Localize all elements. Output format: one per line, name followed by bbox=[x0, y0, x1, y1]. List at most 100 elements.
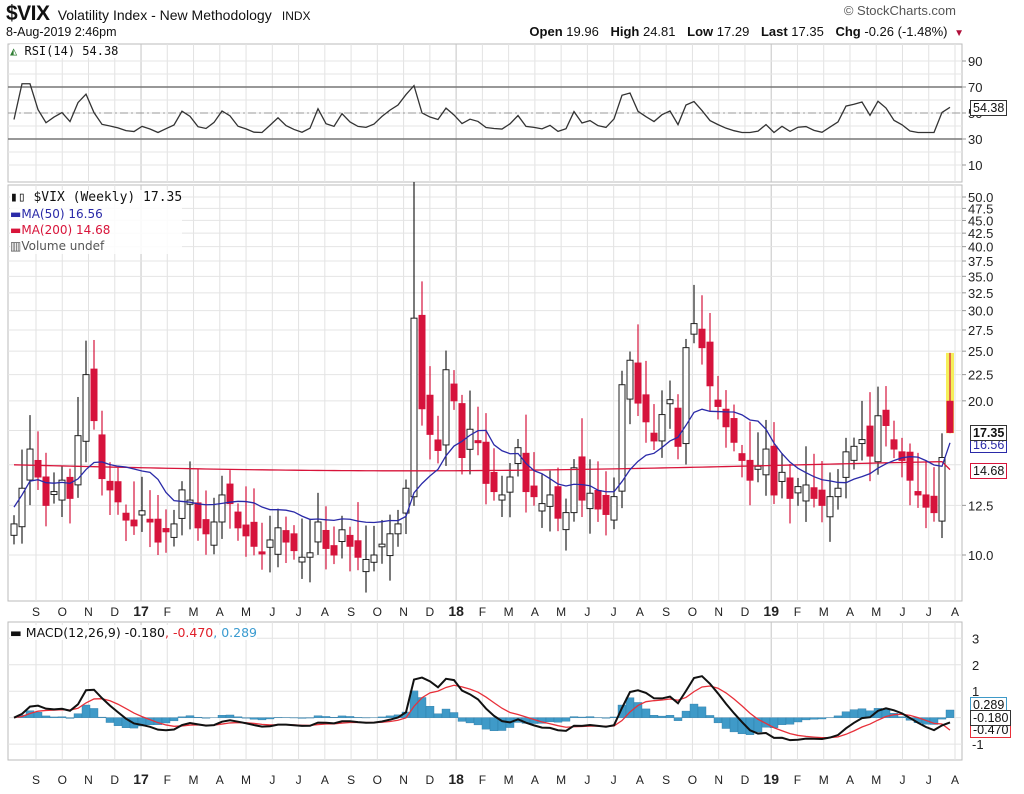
down-candle bbox=[914, 491, 922, 496]
low-value: 17.29 bbox=[716, 24, 750, 39]
up-candle bbox=[82, 374, 90, 442]
up-candle bbox=[754, 465, 762, 470]
x-axis-label-bottom: F bbox=[164, 773, 171, 787]
macd-histogram-bar bbox=[561, 717, 571, 722]
x-axis-label: J bbox=[899, 605, 905, 619]
x-axis-label-bottom: S bbox=[347, 773, 355, 787]
up-candle bbox=[546, 494, 554, 507]
macd-histogram-bar bbox=[233, 716, 243, 718]
x-axis-label: M bbox=[819, 605, 829, 619]
macd-histogram-bar bbox=[697, 706, 707, 718]
macd-histogram-bar bbox=[449, 712, 459, 718]
macd-histogram-bar bbox=[257, 717, 267, 721]
up-candle bbox=[370, 554, 378, 563]
macd-histogram-bar bbox=[433, 713, 443, 718]
down-candle bbox=[90, 368, 98, 422]
macd-histogram-bar bbox=[33, 711, 43, 718]
x-axis-label: N bbox=[714, 605, 723, 619]
macd-ytick: 2 bbox=[972, 658, 979, 673]
macd-histogram-bar bbox=[161, 717, 171, 724]
price-ytick: 20.0 bbox=[968, 394, 993, 409]
rsi-ytick: 30 bbox=[968, 132, 982, 147]
up-candle bbox=[802, 484, 810, 502]
price-ytick: 32.5 bbox=[968, 286, 993, 301]
macd-histogram-bar bbox=[169, 717, 179, 722]
down-candle bbox=[330, 545, 338, 556]
up-candle bbox=[506, 476, 514, 493]
macd-histogram-bar bbox=[713, 717, 723, 724]
up-candle bbox=[850, 445, 858, 461]
up-candle bbox=[538, 503, 546, 512]
x-axis-label-bottom: 19 bbox=[763, 771, 779, 787]
price-ytick: 27.5 bbox=[968, 323, 993, 338]
x-axis-label: O bbox=[58, 605, 67, 619]
down-candle bbox=[66, 476, 74, 499]
down-candle bbox=[642, 394, 650, 423]
macd-histogram-bar bbox=[337, 715, 347, 718]
price-ytick: 35.0 bbox=[968, 269, 993, 284]
up-candle bbox=[570, 467, 578, 514]
x-axis-label-bottom: J bbox=[899, 773, 905, 787]
down-candle bbox=[458, 403, 466, 459]
x-axis-label-bottom: F bbox=[794, 773, 801, 787]
macd-legend-name: MACD(12,26,9) bbox=[25, 625, 121, 640]
x-axis-label-bottom: M bbox=[241, 773, 251, 787]
up-candle bbox=[778, 471, 786, 482]
macd-histogram-bar bbox=[641, 708, 651, 718]
down-candle bbox=[346, 534, 354, 547]
x-axis-label: S bbox=[347, 605, 355, 619]
down-candle bbox=[530, 485, 538, 498]
ma50-swatch-icon: ▬ bbox=[10, 207, 22, 221]
x-axis-label-bottom: N bbox=[714, 773, 723, 787]
x-axis-label: A bbox=[531, 605, 539, 619]
high-value: 24.81 bbox=[642, 24, 676, 39]
down-candle bbox=[34, 459, 42, 478]
macd-histogram-bar bbox=[577, 716, 587, 718]
x-axis-label: F bbox=[164, 605, 171, 619]
x-axis-label-bottom: A bbox=[636, 773, 644, 787]
macd-histogram-bar bbox=[929, 717, 939, 725]
down-candle bbox=[810, 487, 818, 499]
down-candle bbox=[42, 476, 50, 506]
x-axis-label-bottom: A bbox=[531, 773, 539, 787]
up-candle bbox=[138, 510, 146, 516]
up-candle bbox=[394, 523, 402, 535]
macd-histogram-bar bbox=[57, 716, 67, 718]
x-axis-label: O bbox=[373, 605, 382, 619]
down-candle bbox=[906, 451, 914, 481]
up-candle bbox=[938, 457, 946, 522]
x-axis-label: M bbox=[556, 605, 566, 619]
down-candle bbox=[322, 529, 330, 549]
macd-histogram-bar bbox=[481, 717, 491, 730]
macd-histogram-bar bbox=[81, 704, 91, 718]
x-axis-label-bottom: M bbox=[556, 773, 566, 787]
macd-histogram-bar bbox=[809, 717, 819, 720]
up-candle bbox=[586, 492, 594, 510]
macd-histogram-bar bbox=[777, 717, 787, 725]
down-candle bbox=[242, 524, 250, 537]
macd-histogram-bar bbox=[897, 716, 907, 718]
low-label: Low bbox=[687, 24, 714, 39]
up-candle bbox=[58, 479, 66, 501]
macd-histogram-bar bbox=[569, 716, 579, 718]
x-axis-label: A bbox=[951, 605, 959, 619]
macd-histogram-bar bbox=[185, 715, 195, 718]
down-candle bbox=[706, 341, 714, 387]
macd-histogram-bar bbox=[785, 717, 795, 725]
rsi-legend: ◭ RSI(14) 54.38 bbox=[10, 44, 119, 58]
down-candle bbox=[730, 418, 738, 443]
up-candle bbox=[210, 521, 218, 546]
x-axis-label: A bbox=[216, 605, 224, 619]
macd-histogram-bar bbox=[601, 717, 611, 719]
x-axis-label-bottom: A bbox=[951, 773, 959, 787]
open-label: Open bbox=[529, 24, 563, 39]
x-axis-label: 18 bbox=[448, 603, 464, 619]
x-axis-label-bottom: D bbox=[110, 773, 119, 787]
chart-title: $VIX Volatility Index - New Methodology … bbox=[6, 2, 311, 26]
down-candle bbox=[474, 440, 482, 444]
price-ytick: 50.0 bbox=[968, 190, 993, 205]
down-candle bbox=[922, 494, 930, 508]
down-candle bbox=[450, 383, 458, 402]
down-candle bbox=[818, 489, 826, 506]
rsi-line bbox=[13, 83, 951, 134]
